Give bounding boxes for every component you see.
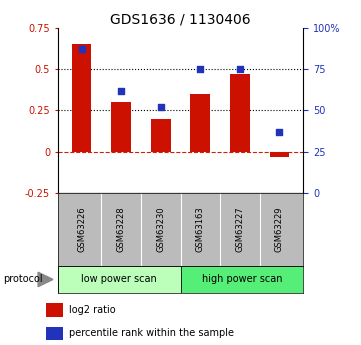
Point — [237, 66, 243, 72]
Text: protocol: protocol — [4, 275, 43, 284]
Text: log2 ratio: log2 ratio — [69, 305, 116, 315]
Point — [197, 66, 203, 72]
Text: GSM63163: GSM63163 — [196, 207, 205, 252]
Point — [277, 129, 282, 135]
Point — [118, 88, 124, 93]
Bar — [190, 94, 210, 152]
Text: GSM63226: GSM63226 — [77, 207, 86, 252]
Bar — [270, 152, 290, 157]
Bar — [58, 266, 180, 293]
Point — [79, 46, 84, 52]
Bar — [46, 327, 63, 340]
Polygon shape — [38, 272, 53, 287]
Bar — [111, 102, 131, 152]
Text: GSM63230: GSM63230 — [156, 207, 165, 252]
Text: percentile rank within the sample: percentile rank within the sample — [69, 328, 234, 338]
Text: GSM63229: GSM63229 — [275, 207, 284, 252]
Bar — [46, 304, 63, 317]
Point — [158, 104, 164, 110]
Text: low power scan: low power scan — [81, 275, 157, 284]
Text: GSM63228: GSM63228 — [117, 207, 126, 252]
Text: GSM63227: GSM63227 — [235, 207, 244, 252]
Bar — [71, 44, 91, 152]
Bar — [151, 119, 171, 152]
Title: GDS1636 / 1130406: GDS1636 / 1130406 — [110, 12, 251, 27]
Text: high power scan: high power scan — [202, 275, 282, 284]
Bar — [230, 74, 250, 152]
Bar — [180, 266, 303, 293]
